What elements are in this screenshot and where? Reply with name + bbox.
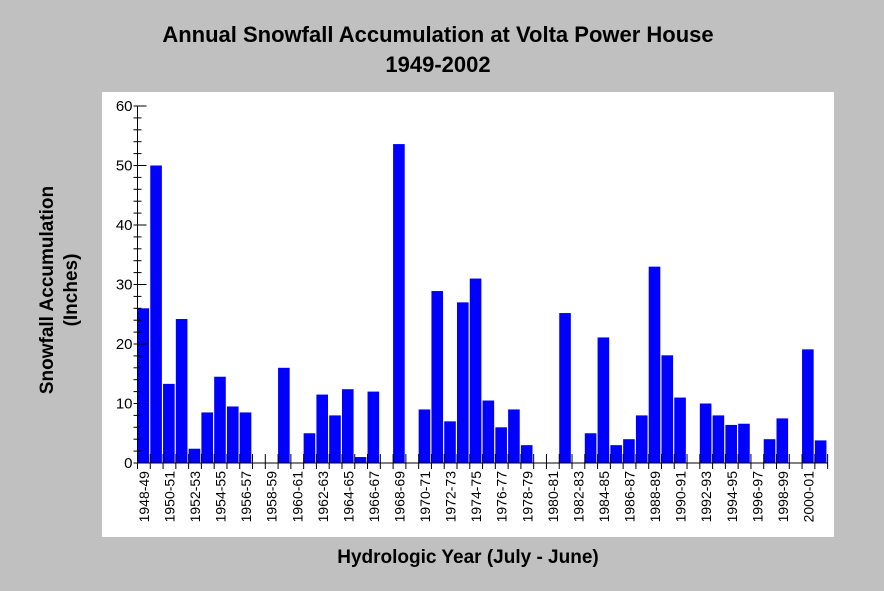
- x-tick-label: 1966-67: [366, 471, 382, 523]
- x-tick-label: 1994-95: [724, 471, 740, 523]
- bar-1992-93: [699, 403, 712, 463]
- bar-1963-64: [329, 415, 341, 463]
- bar-1975-76: [482, 400, 495, 463]
- bar-1966-67: [367, 391, 380, 463]
- x-tick-label: 1954-55: [213, 471, 229, 523]
- bar-1950-51: [163, 383, 175, 463]
- y-axis-label-line2: (Inches): [61, 253, 82, 327]
- bar-1968-69: [393, 144, 405, 463]
- bar-1952-53: [188, 448, 201, 463]
- bar-1987-88: [635, 415, 648, 463]
- bar-1984-85: [597, 337, 610, 463]
- y-tick-label: 50: [116, 158, 133, 175]
- x-tick-label: 1984-85: [596, 471, 612, 523]
- bar-1978-79: [520, 445, 533, 463]
- y-tick-label: 20: [116, 336, 133, 353]
- x-tick-label: 1990-91: [673, 471, 689, 523]
- bar-1964-65: [341, 389, 354, 463]
- x-tick-label: 1980-81: [545, 471, 561, 523]
- y-axis: 0 10 20 30 40 50 60: [116, 98, 147, 472]
- y-axis-label-line1: Snowfall Accumulation: [37, 185, 58, 395]
- bar-1976-77: [495, 427, 507, 463]
- bar-1971-72: [431, 291, 444, 463]
- y-tick-label: 60: [116, 98, 133, 115]
- chart-subtitle: 1949-2002: [385, 52, 491, 77]
- bar-1953-54: [201, 412, 213, 463]
- bar-1972-73: [444, 421, 456, 463]
- x-tick-label: 1978-79: [519, 471, 535, 523]
- bar-1977-78: [508, 409, 520, 463]
- x-tick-label: 1998-99: [775, 471, 791, 523]
- bar-1961-62: [303, 433, 316, 463]
- x-tick-label: 1976-77: [494, 471, 510, 523]
- x-tick-label: 1982-83: [570, 471, 586, 523]
- x-tick-label: 1972-73: [443, 471, 459, 523]
- bar-1951-52: [175, 319, 188, 463]
- bar-1998-99: [776, 418, 789, 464]
- chart-title: Annual Snowfall Accumulation at Volta Po…: [162, 22, 714, 47]
- y-tick-label: 30: [116, 277, 133, 294]
- bar-1994-95: [725, 424, 737, 463]
- x-tick-label: 1956-57: [238, 471, 254, 523]
- bar-1948-49: [137, 308, 150, 463]
- bar-1995-96: [738, 423, 750, 463]
- bar-1973-74: [457, 302, 469, 463]
- x-tick-label: 1996-97: [749, 471, 765, 523]
- x-tick-label: 1992-93: [698, 471, 714, 523]
- x-tick-label: 1962-63: [315, 471, 331, 523]
- y-tick-label: 0: [124, 455, 132, 472]
- bar-1974-75: [469, 278, 482, 463]
- bar-1970-71: [418, 409, 431, 463]
- bar-1959-60: [278, 367, 290, 463]
- bar-1986-87: [623, 439, 635, 463]
- bar-1949-50: [150, 165, 162, 463]
- x-axis-label: Hydrologic Year (July - June): [337, 547, 599, 568]
- bar-1993-94: [712, 415, 725, 463]
- x-tick-label: 2000-01: [800, 471, 816, 523]
- bar-1954-55: [214, 376, 226, 463]
- bar-group: [137, 144, 827, 464]
- y-tick-label: 40: [116, 217, 133, 234]
- bar-1988-89: [648, 266, 661, 463]
- bar-1997-98: [763, 439, 776, 463]
- bar-1965-66: [354, 457, 367, 463]
- x-tick-label: 1974-75: [468, 471, 484, 523]
- x-tick-label: 1986-87: [622, 471, 638, 523]
- x-tick-label: 1970-71: [417, 471, 433, 523]
- bar-1990-91: [674, 397, 686, 463]
- x-tick-label: 1948-49: [136, 471, 152, 523]
- bar-1956-57: [239, 412, 252, 463]
- bar-1983-84: [584, 433, 597, 463]
- bar-2000-01: [802, 349, 814, 463]
- x-tick-label: 1988-89: [647, 471, 663, 523]
- bar-1989-90: [661, 355, 674, 463]
- bar-1962-63: [316, 394, 329, 463]
- bar-1981-82: [559, 313, 571, 463]
- chart-title-block: Annual Snowfall Accumulation at Volta Po…: [0, 20, 876, 80]
- x-tick-label: 1960-61: [289, 471, 305, 523]
- x-tick-label: 1958-59: [264, 471, 280, 523]
- x-tick-label: 1950-51: [161, 471, 177, 523]
- y-tick-label: 10: [116, 396, 133, 413]
- x-axis: 1948-49 1950-51 1952-53 1954-55 1956-57 1958-…: [136, 454, 829, 523]
- bar-1985-86: [610, 445, 622, 463]
- bar-2001-02: [814, 440, 827, 463]
- bar-1955-56: [226, 406, 239, 463]
- x-tick-label: 1964-65: [340, 471, 356, 523]
- x-tick-label: 1952-53: [187, 471, 203, 523]
- x-tick-label: 1968-69: [391, 471, 407, 523]
